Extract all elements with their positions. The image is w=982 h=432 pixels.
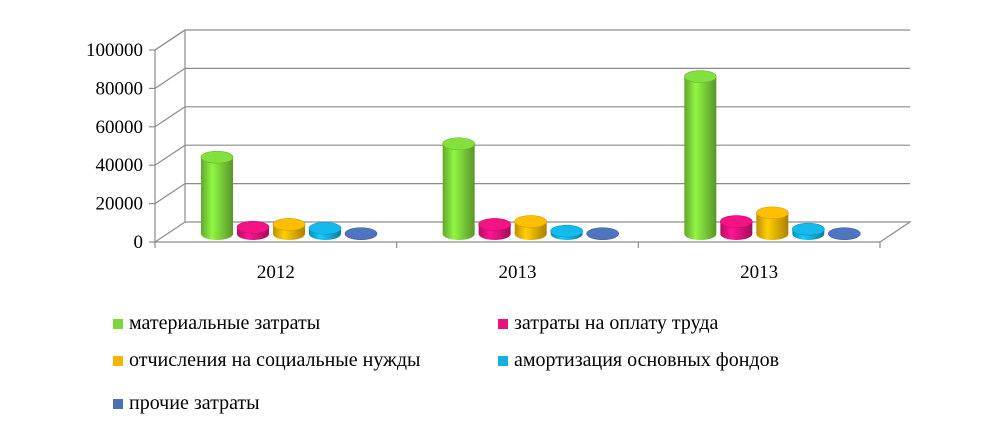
bar-top: [442, 137, 475, 151]
x-category-label: 2012: [257, 262, 295, 283]
bar-top: [236, 220, 270, 234]
bar: [272, 218, 306, 240]
bar: [442, 137, 475, 240]
bar: [720, 215, 753, 240]
bar-top: [792, 222, 825, 236]
bar-top: [550, 224, 583, 238]
y-axis-ticks: 0 20000 40000 60000 80000 100000: [86, 40, 155, 253]
bar-top: [308, 221, 342, 235]
x-category-label: 2013: [499, 262, 537, 283]
x-category-label: 2013: [740, 262, 778, 283]
gridline-side: [154, 67, 186, 89]
bar-body: [201, 157, 233, 240]
bar: [200, 150, 234, 240]
y-tick-label: 20000: [96, 194, 144, 215]
bars: [200, 70, 861, 240]
y-tick-label: 0: [134, 232, 144, 253]
bar-body: [756, 212, 789, 240]
bar: [792, 222, 825, 240]
bar: [236, 220, 270, 240]
bar: [308, 221, 342, 240]
gridline-side: [154, 106, 186, 128]
bar-top: [344, 227, 378, 240]
bar-top: [478, 218, 511, 231]
gridline-side: [154, 183, 186, 205]
gridline-side: [154, 144, 186, 166]
bar-body: [442, 143, 475, 240]
bar-body: [684, 76, 717, 240]
gridlines: [154, 29, 910, 205]
y-tick-label: 40000: [96, 155, 144, 176]
bar-top: [586, 227, 619, 240]
chart-walls: [153, 29, 912, 243]
bar-top: [684, 70, 717, 83]
y-tick-label: 80000: [96, 78, 144, 99]
gridline-side: [154, 29, 186, 51]
bar: [684, 70, 717, 240]
bar-top: [756, 206, 789, 220]
bar-top: [200, 150, 234, 164]
x-axis-categories: 2012 2013 2013: [154, 242, 881, 283]
bar-top: [828, 227, 861, 240]
bar: [550, 224, 583, 240]
bar-top: [720, 215, 753, 228]
bar: [344, 227, 378, 240]
bar: [514, 215, 547, 240]
bar: [478, 218, 511, 240]
bar: [828, 227, 861, 240]
bar-top: [272, 218, 306, 231]
bar: [756, 206, 789, 240]
y-tick-label: 100000: [86, 40, 143, 61]
y-tick-label: 60000: [96, 117, 144, 138]
bar: [586, 227, 619, 240]
bar-top: [514, 215, 547, 228]
